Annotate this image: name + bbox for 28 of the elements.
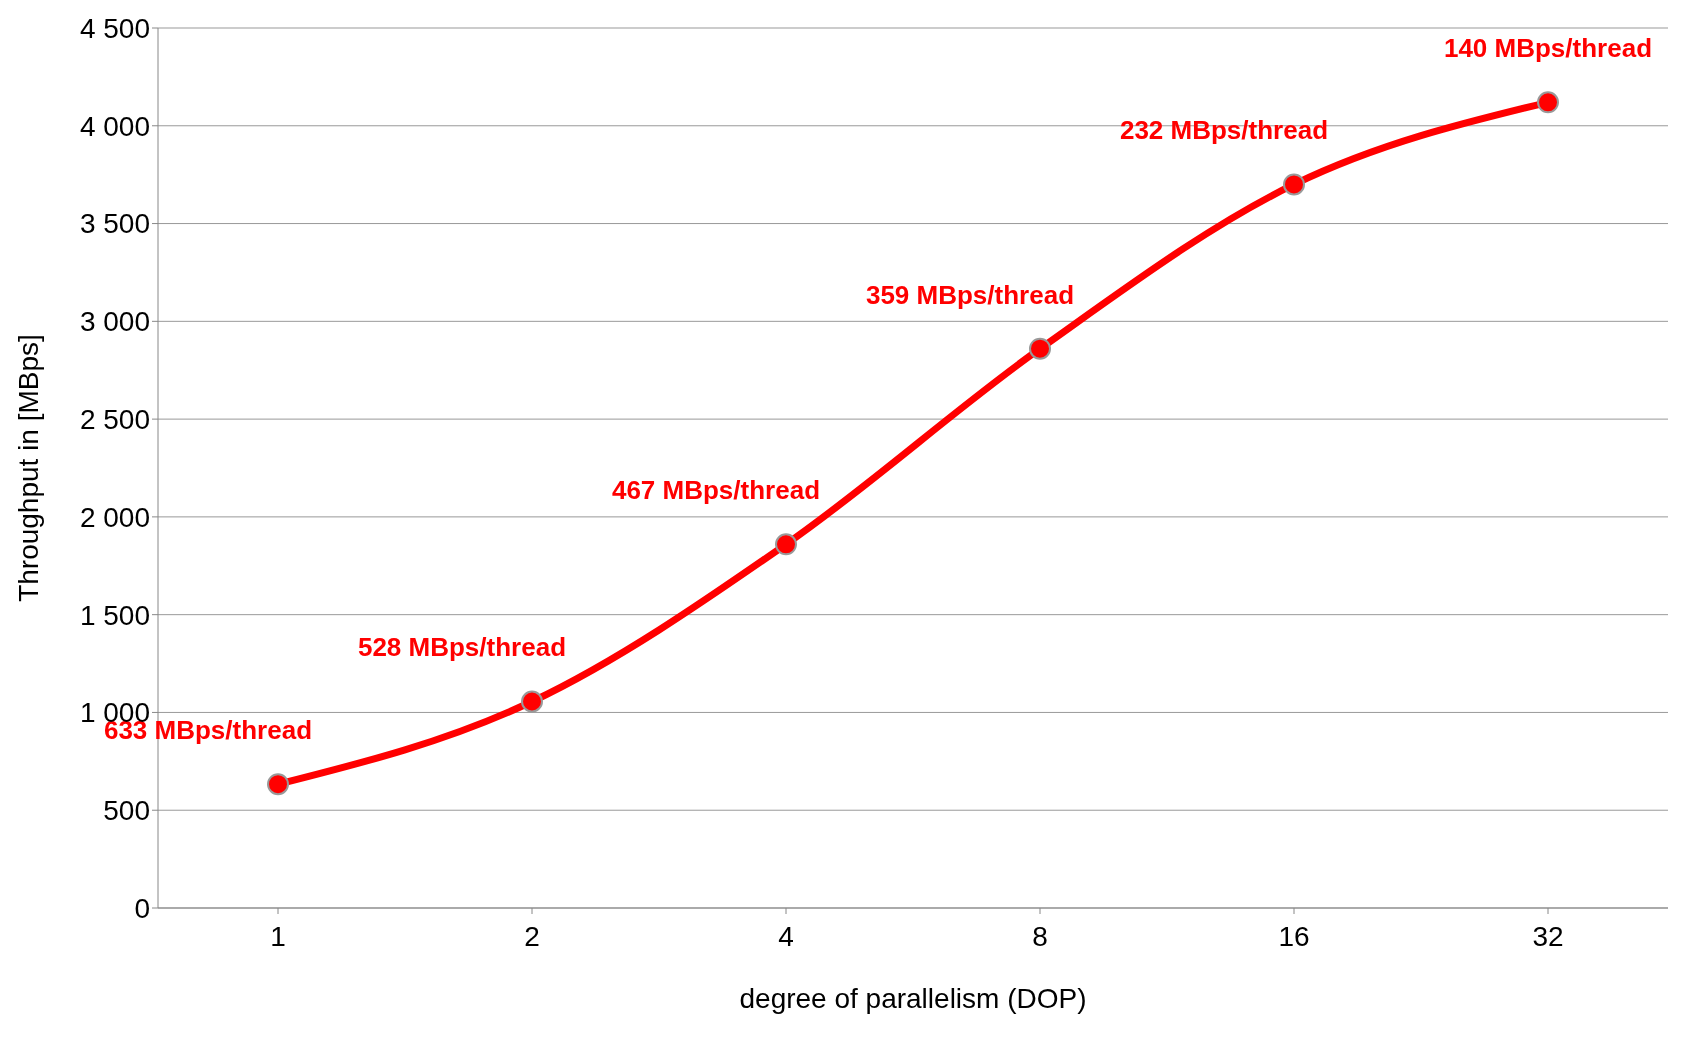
y-tick-label: 500 — [103, 795, 150, 827]
annotation: 467 MBps/thread — [611, 475, 821, 506]
point — [521, 690, 543, 713]
y-tick-label: 0 — [134, 892, 150, 924]
y-tick-label: 1 500 — [79, 599, 150, 631]
x-tick-label: 1 — [270, 920, 286, 952]
point — [1283, 173, 1305, 196]
point — [775, 533, 797, 556]
annotation: 528 MBps/thread — [357, 632, 567, 663]
x-tick-label: 4 — [778, 920, 794, 952]
y-tick-label: 4 000 — [79, 110, 150, 142]
point — [1537, 91, 1559, 114]
x-tick-label: 8 — [1032, 920, 1048, 952]
x-tick-label: 2 — [524, 920, 540, 952]
annotation: 232 MBps/thread — [1119, 115, 1329, 146]
x-axis-title: degree of parallelism (DOP) — [739, 983, 1087, 1014]
y-tick-label: 2 500 — [79, 404, 150, 436]
point — [267, 773, 289, 796]
y-tick-label: 2 000 — [79, 501, 150, 533]
x-tick-label: 32 — [1532, 920, 1564, 952]
annotation: 140 MBps/thread — [1443, 33, 1653, 64]
y-tick-label: 4 500 — [79, 12, 150, 44]
x-tick-label: 16 — [1278, 920, 1310, 952]
y-tick-label: 3 000 — [79, 306, 150, 338]
annotation: 359 MBps/thread — [865, 279, 1075, 310]
point — [1029, 337, 1051, 360]
y-tick-label: 3 500 — [79, 208, 150, 240]
y-axis-title: Throughput in [MBps] — [12, 334, 44, 602]
